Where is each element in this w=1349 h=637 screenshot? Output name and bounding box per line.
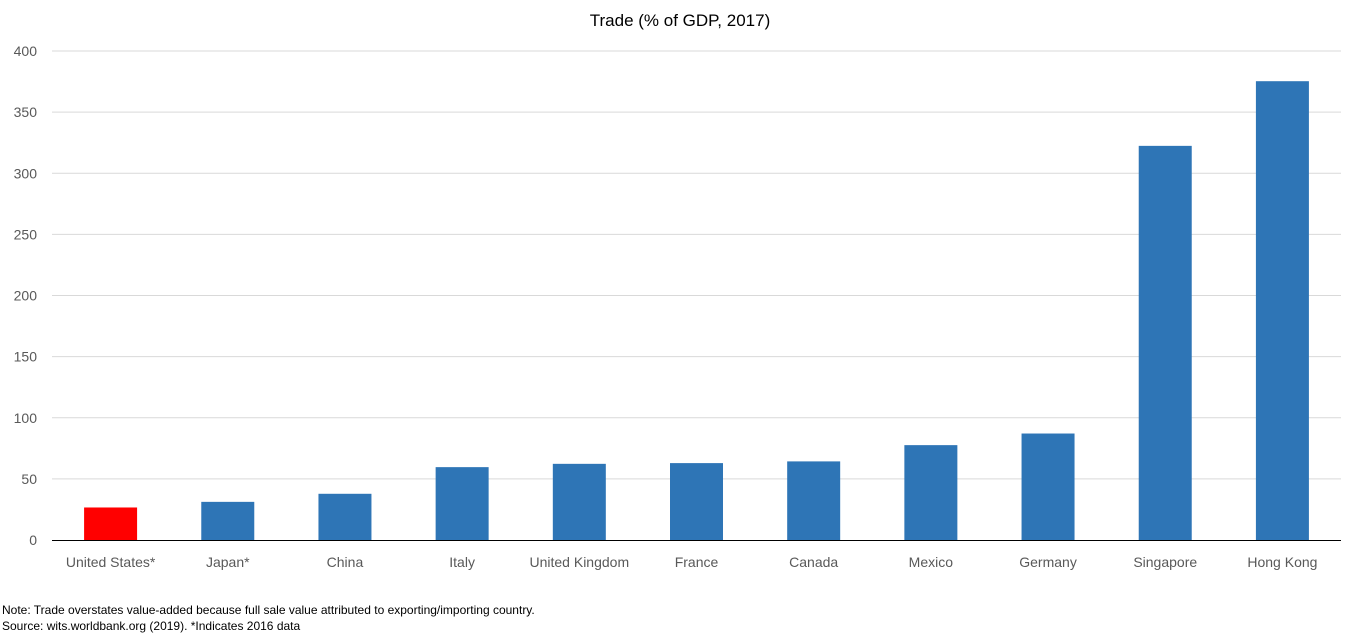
bar bbox=[1255, 81, 1309, 541]
bar bbox=[201, 501, 255, 540]
bar bbox=[552, 463, 606, 540]
bar bbox=[84, 507, 138, 540]
bar bbox=[1021, 433, 1075, 540]
y-tick-label: 350 bbox=[14, 104, 38, 120]
bar bbox=[787, 461, 841, 540]
x-tick-label: Canada bbox=[789, 554, 838, 570]
x-tick-label: China bbox=[327, 554, 364, 570]
x-tick-label: Germany bbox=[1019, 554, 1077, 570]
y-tick-label: 250 bbox=[14, 226, 38, 242]
bar bbox=[318, 493, 372, 540]
chart-title: Trade (% of GDP, 2017) bbox=[590, 11, 770, 30]
x-tick-label: Italy bbox=[449, 554, 475, 570]
bar bbox=[1138, 145, 1192, 540]
x-tick-label: Singapore bbox=[1133, 554, 1197, 570]
footnote-note: Note: Trade overstates value-added becau… bbox=[2, 603, 535, 617]
y-tick-label: 150 bbox=[14, 349, 38, 365]
footnote-source: Source: wits.worldbank.org (2019). *Indi… bbox=[2, 619, 301, 633]
y-axis-tick-labels: 0 50 100 150 200 250 300 350 400 bbox=[14, 43, 38, 548]
gridlines bbox=[52, 50, 1341, 480]
x-tick-label: United States* bbox=[66, 554, 156, 570]
y-tick-label: 400 bbox=[14, 43, 38, 59]
trade-bar-chart: Trade (% of GDP, 2017) 0 50 100 150 200 250 30… bbox=[14, 11, 1341, 570]
y-tick-label: 100 bbox=[14, 410, 38, 426]
x-tick-label: Mexico bbox=[909, 554, 954, 570]
x-tick-label: Japan* bbox=[206, 554, 250, 570]
bar bbox=[670, 463, 723, 540]
bars bbox=[84, 81, 1309, 541]
x-tick-label: Hong Kong bbox=[1247, 554, 1317, 570]
bar bbox=[435, 467, 489, 540]
x-tick-label: France bbox=[675, 554, 719, 570]
x-axis-tick-labels: United States* Japan* China Italy United Kin… bbox=[66, 554, 1318, 570]
y-tick-label: 50 bbox=[21, 471, 37, 487]
y-tick-label: 300 bbox=[14, 165, 38, 181]
y-tick-label: 0 bbox=[29, 532, 37, 548]
x-tick-label: United Kingdom bbox=[530, 554, 630, 570]
bar bbox=[904, 445, 958, 540]
y-tick-label: 200 bbox=[14, 288, 38, 304]
